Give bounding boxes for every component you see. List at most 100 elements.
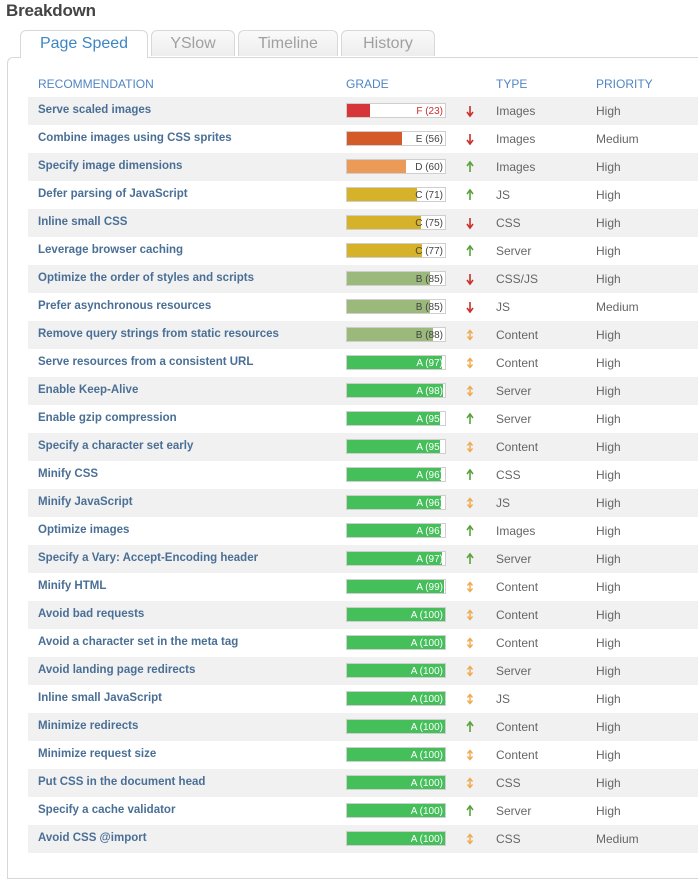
- grade-label: A (95): [416, 414, 443, 425]
- priority-cell: High: [596, 608, 621, 622]
- table-row[interactable]: Specify a character set early A (95) Conte…: [28, 433, 698, 461]
- grade-label: A (96): [416, 498, 443, 509]
- tab-history[interactable]: History: [341, 30, 435, 56]
- tab-timeline[interactable]: Timeline: [238, 30, 338, 56]
- recommendation-link[interactable]: Serve scaled images: [38, 104, 152, 116]
- column-header-type[interactable]: TYPE: [496, 77, 528, 91]
- recommendation-link[interactable]: Minify JavaScript: [38, 496, 133, 508]
- priority-cell: High: [596, 720, 621, 734]
- table-row[interactable]: Specify image dimensions D (60) Images High: [28, 153, 698, 181]
- priority-cell: Medium: [596, 832, 639, 846]
- arrow-up-down-icon: [464, 775, 476, 791]
- grade-label: A (96): [416, 470, 443, 481]
- recommendation-link[interactable]: Specify a Vary: Accept-Encoding header: [38, 552, 259, 564]
- table-row[interactable]: Prefer asynchronous resources B (85) JS Med…: [28, 293, 698, 321]
- table-row[interactable]: Avoid CSS @import A (100) CSS Medium: [28, 825, 698, 853]
- recommendation-link[interactable]: Minify HTML: [38, 580, 107, 592]
- table-row[interactable]: Combine images using CSS sprites E (56) Im…: [28, 125, 698, 153]
- table-row[interactable]: Remove query strings from static resourc…: [28, 321, 698, 349]
- table-row[interactable]: Leverage browser caching C (77) Server High: [28, 237, 698, 265]
- grade-label: C (71): [415, 190, 443, 201]
- type-cell: CSS: [496, 832, 521, 846]
- recommendation-link[interactable]: Inline small CSS: [38, 216, 128, 228]
- priority-cell: High: [596, 356, 621, 370]
- grade-bar: B (85): [346, 299, 446, 314]
- table-row[interactable]: Specify a cache validator A (100) Server Hi…: [28, 797, 698, 825]
- table-row[interactable]: Avoid landing page redirects A (100) Serve…: [28, 657, 698, 685]
- table-row[interactable]: Enable gzip compression A (95) Server High: [28, 405, 698, 433]
- table-row[interactable]: Avoid a character set in the meta tag A (…: [28, 629, 698, 657]
- column-header-grade[interactable]: GRADE: [346, 77, 389, 91]
- type-cell: Server: [496, 384, 532, 398]
- priority-cell: High: [596, 412, 621, 426]
- recommendation-link[interactable]: Leverage browser caching: [38, 244, 184, 256]
- recommendation-link[interactable]: Defer parsing of JavaScript: [38, 188, 188, 200]
- recommendation-link[interactable]: Avoid CSS @import: [38, 832, 147, 844]
- type-cell: JS: [496, 188, 511, 202]
- tab-page-speed[interactable]: Page Speed: [20, 30, 148, 58]
- recommendation-link[interactable]: Specify a cache validator: [38, 804, 176, 816]
- table-row[interactable]: Minify JavaScript A (96) JS High: [28, 489, 698, 517]
- table-row[interactable]: Specify a Vary: Accept-Encoding header A …: [28, 545, 698, 573]
- table-row[interactable]: Put CSS in the document head A (100) CSS Hi…: [28, 769, 698, 797]
- priority-cell: High: [596, 160, 621, 174]
- table-row[interactable]: Serve resources from a consistent URL A (…: [28, 349, 698, 377]
- arrow-up-down-icon: [464, 607, 476, 623]
- priority-cell: High: [596, 664, 621, 678]
- tab-yslow[interactable]: YSlow: [151, 30, 235, 56]
- grade-label: B (88): [415, 330, 443, 341]
- grade-bar: A (96): [346, 495, 446, 510]
- recommendation-link[interactable]: Minimize request size: [38, 748, 157, 760]
- grade-label: A (96): [416, 526, 443, 537]
- grade-bar-fill: [347, 748, 445, 761]
- table-row[interactable]: Inline small JavaScript A (100) JS High: [28, 685, 698, 713]
- recommendation-link[interactable]: Inline small JavaScript: [38, 692, 163, 704]
- grade-bar-fill: [347, 300, 431, 313]
- grade-bar-fill: [347, 720, 445, 733]
- table-row[interactable]: Enable Keep-Alive A (98) Server High: [28, 377, 698, 405]
- arrow-up-down-icon: [464, 495, 476, 511]
- arrow-up-icon: [464, 159, 476, 175]
- grade-bar: C (71): [346, 187, 446, 202]
- table-row[interactable]: Avoid bad requests A (100) Content High: [28, 601, 698, 629]
- table-row[interactable]: Minify CSS A (96) CSS High: [28, 461, 698, 489]
- table-row[interactable]: Minify HTML A (99) Content High: [28, 573, 698, 601]
- grade-bar-fill: [347, 552, 443, 565]
- table-row[interactable]: Inline small CSS C (75) CSS High: [28, 209, 698, 237]
- column-header-priority[interactable]: PRIORITY: [596, 77, 653, 91]
- table-row[interactable]: Defer parsing of JavaScript C (71) JS High: [28, 181, 698, 209]
- recommendation-link[interactable]: Minify CSS: [38, 468, 99, 480]
- recommendation-link[interactable]: Minimize redirects: [38, 720, 139, 732]
- priority-cell: High: [596, 552, 621, 566]
- recommendation-link[interactable]: Enable Keep-Alive: [38, 384, 139, 396]
- recommendation-link[interactable]: Serve resources from a consistent URL: [38, 356, 254, 368]
- recommendation-link[interactable]: Optimize images: [38, 524, 130, 536]
- grade-label: A (100): [410, 834, 443, 845]
- grade-bar: A (98): [346, 383, 446, 398]
- table-row[interactable]: Optimize images A (96) Images High: [28, 517, 698, 545]
- recommendation-link[interactable]: Put CSS in the document head: [38, 776, 206, 788]
- arrow-up-down-icon: [464, 691, 476, 707]
- grade-bar-fill: [347, 440, 441, 453]
- arrow-up-down-icon: [464, 831, 476, 847]
- recommendation-link[interactable]: Avoid bad requests: [38, 608, 145, 620]
- grade-label: A (100): [410, 610, 443, 621]
- recommendation-link[interactable]: Avoid a character set in the meta tag: [38, 636, 239, 648]
- column-header-recommendation[interactable]: RECOMMENDATION: [38, 77, 154, 91]
- table-row[interactable]: Optimize the order of styles and scripts…: [28, 265, 698, 293]
- arrow-up-down-icon: [464, 383, 476, 399]
- recommendation-link[interactable]: Prefer asynchronous resources: [38, 300, 212, 312]
- type-cell: Content: [496, 720, 539, 734]
- arrow-up-down-icon: [464, 439, 476, 455]
- table-row[interactable]: Serve scaled images F (23) Images High: [28, 97, 698, 125]
- recommendation-link[interactable]: Specify a character set early: [38, 440, 194, 452]
- recommendation-link[interactable]: Optimize the order of styles and scripts: [38, 272, 254, 284]
- priority-cell: High: [596, 272, 621, 286]
- recommendation-link[interactable]: Combine images using CSS sprites: [38, 132, 232, 144]
- recommendation-link[interactable]: Specify image dimensions: [38, 160, 183, 172]
- recommendation-link[interactable]: Remove query strings from static resourc…: [38, 328, 279, 340]
- recommendation-link[interactable]: Enable gzip compression: [38, 412, 177, 424]
- table-row[interactable]: Minimize redirects A (100) Content High: [28, 713, 698, 741]
- recommendation-link[interactable]: Avoid landing page redirects: [38, 664, 196, 676]
- table-row[interactable]: Minimize request size A (100) Content High: [28, 741, 698, 769]
